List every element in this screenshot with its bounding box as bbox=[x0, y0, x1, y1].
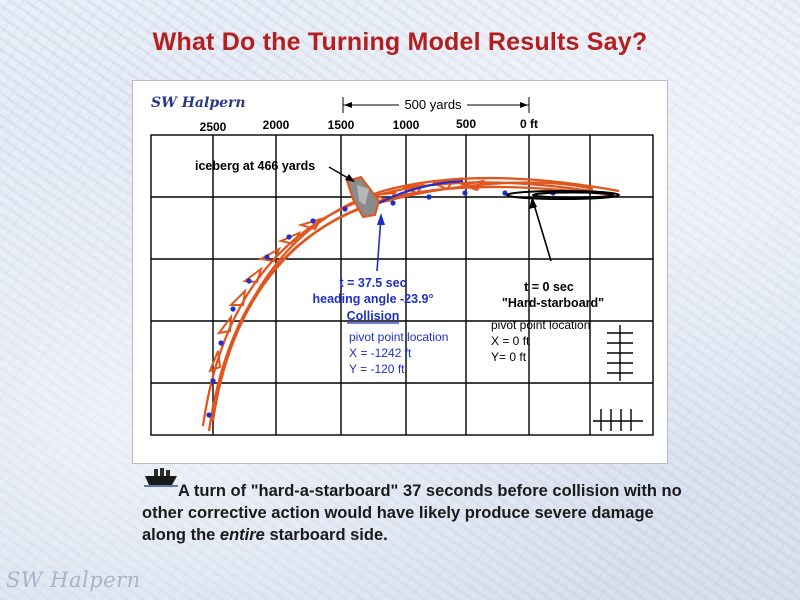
collision-arrowhead bbox=[377, 213, 385, 225]
start-arrowhead bbox=[529, 197, 537, 209]
caption-text: A turn of "hard-a-starboard" 37 seconds … bbox=[142, 482, 682, 544]
tick-label: 1000 bbox=[393, 118, 420, 132]
start-title: "Hard-starboard" bbox=[502, 296, 604, 310]
ship-icon bbox=[144, 468, 178, 487]
collision-time: t = 37.5 sec bbox=[339, 276, 406, 290]
iceberg-label: iceberg at 466 yards bbox=[195, 159, 315, 173]
caption-text-end: starboard side. bbox=[264, 526, 388, 544]
scale-arrow-left bbox=[344, 102, 352, 108]
ship-start-outline bbox=[506, 190, 620, 200]
start-time: t = 0 sec bbox=[524, 280, 574, 294]
slide-title: What Do the Turning Model Results Say? bbox=[152, 28, 648, 56]
scale-label: 500 yards bbox=[404, 97, 462, 112]
tick-label: 2500 bbox=[200, 120, 227, 134]
tick-label: 500 bbox=[456, 117, 476, 131]
start-pivot-label: pivot point location bbox=[491, 318, 590, 332]
ship-scale-glyph-vertical bbox=[607, 325, 633, 381]
tick-label: 0 ft bbox=[520, 117, 538, 131]
collision-x: X = -1242 ft bbox=[349, 346, 412, 360]
collision-y: Y = -120 ft bbox=[349, 362, 405, 376]
collision-arrow bbox=[376, 216, 382, 272]
caption-emphasis: entire bbox=[219, 526, 265, 544]
caption: A turn of "hard-a-starboard" 37 seconds … bbox=[142, 480, 702, 546]
start-x: X = 0 ft bbox=[491, 334, 530, 348]
tick-label: 1500 bbox=[328, 118, 355, 132]
start-arrow bbox=[532, 200, 552, 262]
scale-label-bg bbox=[399, 96, 467, 112]
ship-scale-glyph-horizontal bbox=[593, 409, 643, 431]
figure-signature: SW Halpern bbox=[151, 95, 246, 111]
collision-heading: heading angle -23.9° bbox=[312, 292, 433, 306]
turning-diagram: SW Halpern 500 yards 2500 2000 1500 1000… bbox=[150, 95, 654, 436]
iceberg-arrowhead bbox=[345, 174, 355, 182]
collision-pivot-label: pivot point location bbox=[349, 330, 448, 344]
pivot-points bbox=[206, 190, 556, 418]
turning-model-figure: SW Halpern 500 yards 2500 2000 1500 1000… bbox=[132, 80, 668, 464]
iceberg bbox=[345, 175, 381, 219]
watermark-signature: SW Halpern bbox=[6, 568, 141, 592]
collision-title: Collision bbox=[347, 309, 400, 323]
tick-label: 2000 bbox=[263, 118, 290, 132]
scale-arrow-right bbox=[520, 102, 528, 108]
start-y: Y= 0 ft bbox=[491, 350, 527, 364]
